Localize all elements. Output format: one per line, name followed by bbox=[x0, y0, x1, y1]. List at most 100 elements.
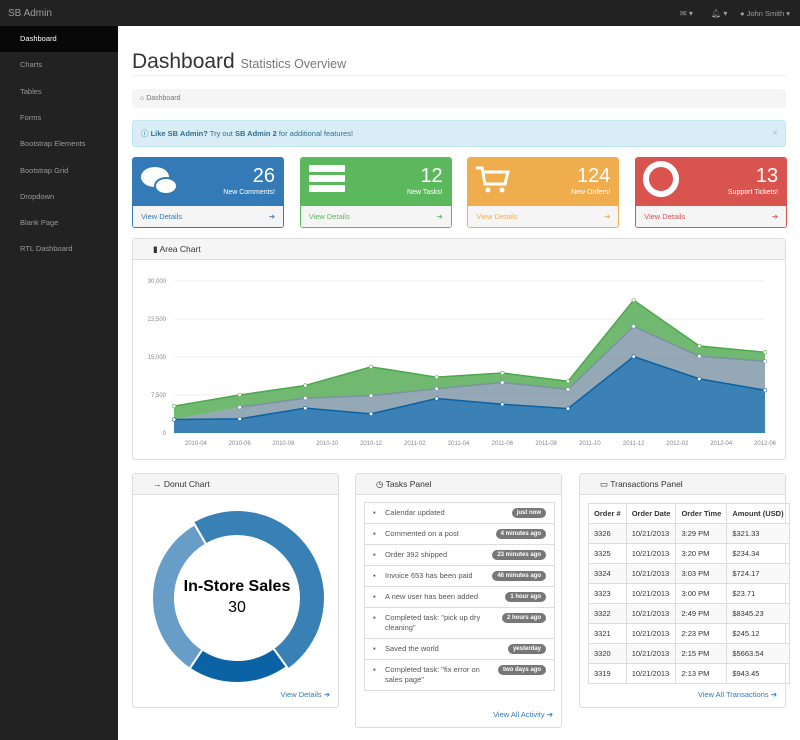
task-icon: ▪ bbox=[373, 613, 376, 622]
sidebar-item[interactable]: Blank Page bbox=[20, 218, 59, 228]
table-cell: 2:23 PM bbox=[675, 623, 728, 644]
alert-tail: for additional features! bbox=[278, 129, 354, 138]
stat-value: 12 bbox=[420, 165, 443, 187]
table-cell: 2:15 PM bbox=[675, 643, 728, 664]
stat-link: View Details bbox=[308, 212, 350, 221]
table-cell: 3:03 PM bbox=[675, 563, 728, 584]
stat-link: View Details bbox=[141, 212, 183, 221]
task-icon: ▪ bbox=[373, 592, 376, 601]
stat-arrow: ➔ bbox=[604, 212, 611, 221]
sidebar: Dashboard Charts Tables Forms Bootstrap Elem… bbox=[0, 26, 118, 740]
brand[interactable]: SB Admin bbox=[8, 8, 52, 19]
tasks-link[interactable]: View All Activity ➔ bbox=[493, 710, 553, 719]
transactions-panel: ▭ Transactions Panel Order # Order Date Or… bbox=[579, 473, 790, 708]
sidebar-item[interactable]: Tables bbox=[20, 86, 42, 96]
table-cell: 3321 bbox=[588, 623, 627, 644]
panel-heading: ▮ Area Chart bbox=[133, 239, 785, 260]
stat-heading: 26 New Comments! bbox=[133, 158, 283, 206]
stat-panel: 12 New Tasks! View Details ➔ bbox=[299, 157, 452, 228]
messages-menu[interactable]: ✉ ▾ bbox=[680, 9, 693, 18]
table-cell: 3325 bbox=[588, 543, 627, 564]
sidebar-item[interactable]: Dropdown bbox=[20, 191, 55, 201]
page-header: Dashboard Statistics Overview bbox=[132, 50, 346, 74]
panel-title: Transactions Panel bbox=[610, 479, 683, 489]
table-cell: 3322 bbox=[588, 603, 627, 624]
stat-footer[interactable]: View Details ➔ bbox=[133, 206, 283, 227]
sidebar-item[interactable]: Bootstrap Grid bbox=[20, 165, 69, 175]
table-cell: $234.34 bbox=[726, 543, 790, 564]
stat-label: Support Tickets! bbox=[727, 189, 779, 196]
user-menu[interactable]: ● John Smith ▾ bbox=[740, 9, 791, 18]
alerts-menu[interactable]: 🔔︎ ▾ bbox=[711, 9, 728, 18]
stat-label: New Comments! bbox=[223, 189, 275, 196]
table-cell: 3320 bbox=[588, 643, 627, 664]
table-cell: 3:00 PM bbox=[675, 583, 728, 604]
task-icon: ▪ bbox=[373, 644, 376, 653]
panel-title: Donut Chart bbox=[163, 479, 210, 489]
table-cell: 10/21/2013 bbox=[625, 563, 677, 584]
task-item: 46 minutes ago ▪ Invoice 653 has been paid bbox=[364, 565, 555, 587]
table-row: 3323 10/21/2013 3:00 PM $23.71 bbox=[588, 583, 790, 604]
table-cell: 3:20 PM bbox=[675, 543, 728, 564]
task-icon: ▪ bbox=[373, 550, 376, 559]
table-row: 3324 10/21/2013 3:03 PM $724.17 bbox=[588, 563, 790, 584]
table-cell: 10/21/2013 bbox=[625, 643, 677, 664]
sidebar-item[interactable]: Forms bbox=[20, 112, 42, 122]
alert: ⓘ Like SB Admin? Try out SB Admin 2 for … bbox=[132, 120, 786, 147]
panel-heading: → Donut Chart bbox=[133, 474, 338, 495]
alert-link[interactable]: SB Admin 2 bbox=[234, 129, 277, 138]
table-cell: 10/21/2013 bbox=[625, 663, 677, 684]
link-text: View All Activity bbox=[493, 710, 545, 719]
task-text: Commented on a post bbox=[385, 529, 459, 538]
user-name: John Smith bbox=[746, 9, 785, 18]
task-item: 1 hour ago ▪ A new user has been added bbox=[364, 586, 555, 608]
task-badge: 1 hour ago bbox=[505, 592, 546, 602]
table-row: 3321 10/21/2013 2:23 PM $245.12 bbox=[588, 623, 790, 644]
task-icon: ▪ bbox=[373, 571, 376, 580]
table-cell: 3319 bbox=[588, 663, 627, 684]
task-icon: ▪ bbox=[373, 508, 376, 517]
stat-value: 13 bbox=[755, 165, 779, 187]
breadcrumb: ⌂ Dashboard bbox=[132, 89, 786, 108]
task-item: two days ago ▪ Completed task: "fix error … bbox=[364, 659, 555, 691]
table-cell: $245.12 bbox=[726, 623, 790, 644]
stat-footer[interactable]: View Details ➔ bbox=[300, 206, 451, 227]
table-cell: 10/21/2013 bbox=[625, 523, 677, 544]
column-header: Amount (USD) bbox=[726, 503, 790, 524]
task-item: just now ▪ Calendar updated bbox=[364, 502, 555, 524]
table-cell: 10/21/2013 bbox=[625, 543, 677, 564]
column-header: Order # bbox=[588, 503, 627, 524]
task-item: 23 minutes ago ▪ Order 392 shipped bbox=[364, 544, 555, 566]
table-cell: $8345.23 bbox=[726, 603, 790, 624]
navbar: SB Admin ✉ ▾ 🔔︎ ▾ ● John Smith ▾ bbox=[0, 0, 800, 26]
donut-link[interactable]: View Details ➔ bbox=[280, 690, 330, 699]
table-header-row: Order # Order Date Order Time Amount (USD) bbox=[588, 503, 790, 524]
tasks-panel: ◷ Tasks Panel just now ▪ Calendar updated 4… bbox=[355, 473, 562, 728]
task-list: just now ▪ Calendar updated 4 minutes ago ▪ C… bbox=[364, 502, 555, 691]
stat-arrow: ➔ bbox=[268, 212, 275, 221]
task-icon: ▪ bbox=[373, 665, 376, 674]
table-cell: 3324 bbox=[588, 563, 627, 584]
sidebar-item[interactable]: RTL Dashboard bbox=[20, 244, 73, 254]
alert-close[interactable]: × bbox=[772, 128, 778, 139]
stat-footer[interactable]: View Details ➔ bbox=[636, 206, 787, 227]
panel-title: Area Chart bbox=[159, 244, 201, 254]
stat-heading: 124 New Orders! bbox=[468, 158, 619, 206]
stat-panel: 26 New Comments! View Details ➔ bbox=[132, 157, 284, 228]
sidebar-item[interactable]: Bootstrap Elements bbox=[20, 139, 86, 149]
stat-footer[interactable]: View Details ➔ bbox=[468, 206, 619, 227]
task-item: 4 minutes ago ▪ Commented on a post bbox=[364, 523, 555, 545]
task-badge: 2 hours ago bbox=[501, 613, 546, 623]
task-badge: 46 minutes ago bbox=[492, 571, 546, 581]
table-row: 3319 10/21/2013 2:13 PM $943.45 bbox=[588, 663, 790, 684]
stat-heading: 13 Support Tickets! bbox=[636, 158, 787, 206]
sidebar-item[interactable]: Charts bbox=[20, 60, 43, 70]
transactions-link[interactable]: View All Transactions ➔ bbox=[697, 690, 777, 699]
column-header: Order Time bbox=[675, 503, 728, 524]
header-rule bbox=[132, 75, 786, 76]
table-cell: 3323 bbox=[588, 583, 627, 604]
stat-value: 26 bbox=[252, 165, 275, 187]
stat-arrow: ➔ bbox=[436, 212, 443, 221]
sidebar-item[interactable]: Dashboard bbox=[0, 26, 118, 52]
